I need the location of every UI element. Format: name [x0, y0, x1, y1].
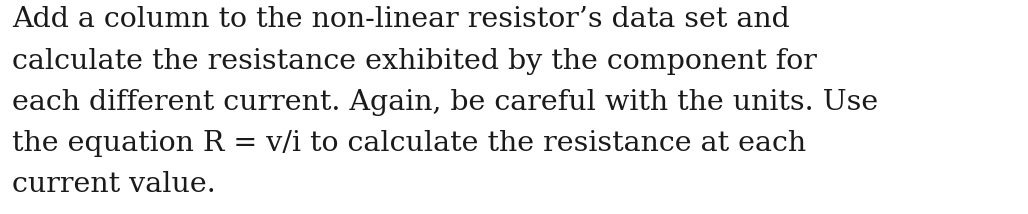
Text: calculate the resistance exhibited by the component for: calculate the resistance exhibited by th… — [12, 48, 817, 74]
Text: current value.: current value. — [12, 171, 216, 198]
Text: each different current. Again, be careful with the units. Use: each different current. Again, be carefu… — [12, 89, 879, 116]
Text: the equation R = v/i to calculate the resistance at each: the equation R = v/i to calculate the re… — [12, 130, 806, 157]
Text: Add a column to the non-linear resistor’s data set and: Add a column to the non-linear resistor’… — [12, 6, 791, 33]
